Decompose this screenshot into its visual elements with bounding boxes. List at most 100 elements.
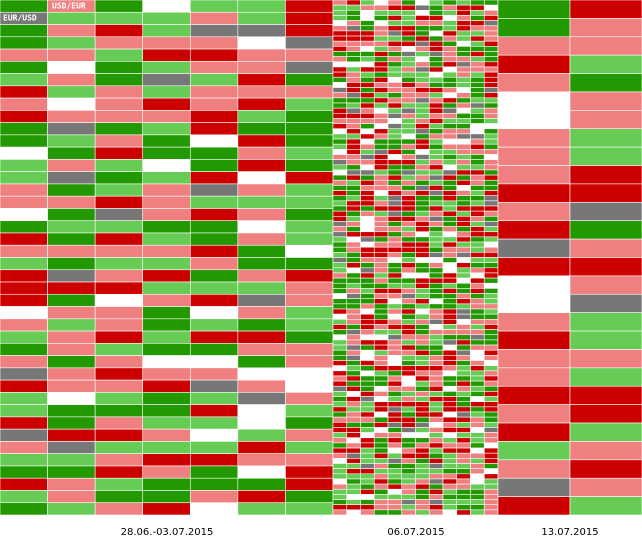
small-cell [360, 334, 375, 341]
small-cell [442, 82, 458, 88]
small-cell [387, 463, 403, 469]
small-cell [332, 231, 348, 238]
small-cell [428, 318, 444, 325]
small-cell [346, 458, 361, 464]
large-cell [569, 459, 642, 479]
small-cell [373, 303, 389, 310]
small-cell [360, 272, 375, 279]
small-cell [415, 56, 430, 63]
small-cell [483, 308, 499, 315]
small-cell [373, 200, 389, 207]
small-cell [456, 282, 471, 289]
small-cell [387, 179, 403, 186]
small-cell [470, 452, 485, 459]
small-cell [332, 4, 348, 11]
small-cell [415, 288, 430, 294]
small-cell [360, 149, 375, 155]
cell [47, 330, 96, 344]
large-cell [497, 459, 571, 479]
small-cell [346, 0, 361, 6]
small-cell [442, 71, 458, 78]
small-cell [428, 375, 444, 382]
small-cell [428, 370, 444, 377]
small-cell [373, 246, 389, 253]
small-cell [346, 76, 361, 83]
small-cell [483, 102, 499, 109]
small-cell [346, 303, 361, 310]
small-cell [387, 432, 403, 439]
cell [237, 11, 286, 25]
small-cell [456, 391, 471, 397]
small-cell [470, 432, 485, 439]
small-cell [346, 339, 361, 346]
cell [47, 195, 96, 209]
cell [0, 330, 48, 344]
cell [189, 379, 239, 393]
cell [94, 416, 144, 430]
small-cell [332, 82, 348, 88]
large-cell [497, 404, 571, 424]
cell [285, 355, 334, 369]
small-cell [483, 128, 499, 135]
small-cell [387, 15, 403, 21]
small-cell [415, 51, 430, 57]
small-cell [387, 406, 403, 413]
cell [0, 269, 48, 283]
small-cell [373, 236, 389, 243]
small-cell [415, 473, 430, 480]
small-cell [415, 71, 430, 78]
cell [142, 0, 191, 13]
small-cell [373, 427, 389, 433]
cell [142, 379, 191, 393]
cell [94, 257, 144, 271]
small-cell [401, 113, 416, 119]
small-cell [470, 190, 485, 197]
small-cell [360, 262, 375, 269]
small-cell [428, 226, 444, 233]
cell [285, 428, 334, 442]
small-cell [346, 452, 361, 459]
small-cell [415, 40, 430, 47]
small-cell [332, 385, 348, 392]
cell [47, 134, 96, 148]
small-cell [470, 344, 485, 351]
small-cell [456, 82, 471, 88]
small-cell [332, 324, 348, 330]
cell [94, 171, 144, 185]
small-cell [483, 318, 499, 325]
small-cell [428, 329, 444, 336]
small-cell [401, 133, 416, 140]
cell [0, 171, 48, 185]
small-cell [470, 494, 485, 500]
small-cell [346, 200, 361, 207]
small-cell [428, 499, 444, 505]
small-cell [470, 411, 485, 418]
small-cell [360, 329, 375, 336]
small-cell [456, 56, 471, 63]
small-cell [470, 25, 485, 32]
small-cell [470, 15, 485, 21]
small-cell [415, 30, 430, 37]
cell [0, 465, 48, 479]
small-cell [442, 107, 458, 114]
small-cell [470, 442, 485, 449]
small-cell [387, 107, 403, 114]
cell [94, 392, 144, 405]
small-cell [415, 272, 430, 279]
cell [189, 48, 239, 62]
small-cell [373, 10, 389, 16]
small-cell [387, 391, 403, 397]
small-cell [332, 195, 348, 202]
small-cell [415, 113, 430, 119]
small-cell [442, 308, 458, 315]
cell [0, 134, 48, 148]
small-cell [346, 179, 361, 186]
small-cell [470, 185, 485, 191]
small-cell [387, 411, 403, 418]
small-cell [415, 82, 430, 88]
small-cell [483, 370, 499, 377]
small-cell [470, 473, 485, 480]
small-cell [387, 509, 403, 516]
small-cell [442, 149, 458, 155]
small-cell [456, 293, 471, 299]
